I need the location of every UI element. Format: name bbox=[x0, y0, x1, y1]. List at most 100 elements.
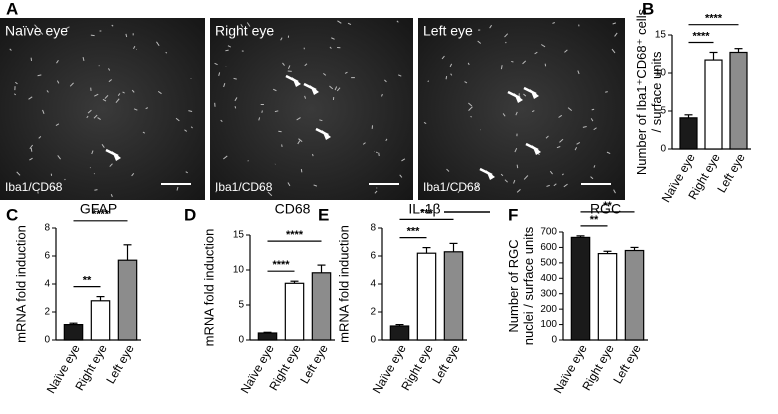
cell-speck bbox=[215, 190, 218, 193]
y-axis-label: / surface units bbox=[649, 51, 664, 132]
cell-speck bbox=[156, 41, 160, 47]
cell-speck bbox=[122, 91, 125, 94]
cell-speck bbox=[125, 33, 128, 38]
y-tick-label: 15 bbox=[655, 30, 667, 41]
cell-speck bbox=[218, 72, 221, 77]
arrow-head bbox=[530, 89, 539, 99]
cell-speck bbox=[13, 93, 17, 96]
cell-speck bbox=[576, 142, 581, 145]
micrograph bbox=[210, 18, 413, 200]
cell-speck bbox=[552, 22, 556, 24]
cell-speck bbox=[184, 129, 188, 132]
cell-speck bbox=[502, 113, 506, 117]
cell-speck bbox=[523, 93, 527, 97]
cell-speck bbox=[247, 160, 249, 162]
cell-speck bbox=[336, 87, 341, 92]
y-tick-label: 6 bbox=[370, 251, 376, 262]
panel-letter: A bbox=[6, 0, 18, 18]
bar bbox=[63, 324, 84, 341]
cell-speck bbox=[401, 158, 406, 162]
bar bbox=[704, 59, 723, 150]
cell-speck bbox=[396, 20, 399, 23]
bar bbox=[284, 282, 305, 341]
cell-speck bbox=[319, 119, 323, 122]
cell-speck bbox=[384, 79, 387, 83]
y-tick-label: 6 bbox=[44, 251, 50, 262]
y-tick-label: 0 bbox=[370, 335, 376, 346]
sig-label: **** bbox=[272, 259, 290, 271]
cell-speck bbox=[56, 59, 59, 64]
cell-speck bbox=[131, 172, 135, 177]
cell-speck bbox=[142, 131, 146, 134]
bar bbox=[597, 253, 618, 341]
y-axis-label: mRNA fold induction bbox=[336, 225, 351, 343]
y-tick-label: 4 bbox=[44, 279, 50, 290]
cell-speck bbox=[334, 86, 338, 91]
cell-speck bbox=[445, 75, 448, 80]
cell-speck bbox=[298, 138, 303, 143]
cell-speck bbox=[606, 151, 611, 155]
cell-speck bbox=[468, 102, 473, 107]
cell-speck bbox=[133, 108, 138, 111]
cell-speck bbox=[549, 170, 553, 175]
cell-speck bbox=[612, 22, 617, 25]
image-stain: Iba1/CD68 bbox=[423, 180, 481, 194]
panel-letter: B bbox=[642, 0, 654, 18]
cell-speck bbox=[540, 44, 546, 48]
cell-speck bbox=[505, 41, 507, 44]
cell-speck bbox=[28, 96, 33, 100]
cell-speck bbox=[223, 155, 228, 160]
bar bbox=[90, 300, 111, 341]
cell-speck bbox=[108, 79, 112, 83]
arrow-head bbox=[322, 130, 331, 140]
cell-speck bbox=[385, 138, 388, 142]
cell-speck bbox=[577, 70, 580, 75]
bar bbox=[624, 249, 645, 341]
cell-speck bbox=[185, 171, 188, 174]
bar bbox=[416, 252, 437, 341]
cell-speck bbox=[399, 174, 403, 178]
y-tick-label: 400 bbox=[540, 273, 557, 284]
cell-speck bbox=[614, 32, 618, 37]
cell-speck bbox=[337, 20, 342, 24]
cell-speck bbox=[500, 173, 504, 177]
y-tick-label: 100 bbox=[540, 319, 557, 330]
cell-speck bbox=[55, 123, 60, 126]
cell-speck bbox=[296, 117, 301, 121]
cell-speck bbox=[593, 165, 596, 168]
cell-speck bbox=[86, 115, 89, 119]
micrograph bbox=[418, 18, 625, 200]
cell-speck bbox=[362, 142, 366, 145]
cell-speck bbox=[37, 74, 42, 77]
y-axis-label: nuclei / surface units bbox=[521, 226, 536, 345]
y-tick-label: 0 bbox=[44, 335, 50, 346]
chart-title: RGC bbox=[590, 201, 621, 217]
y-tick-label: 10 bbox=[233, 265, 245, 276]
micrograph bbox=[0, 18, 205, 200]
bar bbox=[570, 236, 591, 341]
cell-speck bbox=[65, 26, 70, 30]
cell-speck bbox=[157, 90, 162, 95]
cell-speck bbox=[534, 51, 538, 55]
cell-speck bbox=[593, 127, 597, 131]
cell-speck bbox=[500, 65, 503, 70]
cell-speck bbox=[240, 23, 244, 28]
cell-speck bbox=[133, 45, 136, 50]
cell-speck bbox=[546, 184, 550, 187]
cell-speck bbox=[522, 60, 527, 65]
cell-speck bbox=[311, 153, 314, 157]
cell-speck bbox=[101, 143, 105, 148]
cell-speck bbox=[514, 147, 518, 153]
cell-speck bbox=[64, 178, 66, 181]
arrow-head bbox=[112, 151, 121, 161]
cell-speck bbox=[449, 63, 453, 68]
sig-label: **** bbox=[705, 13, 723, 25]
sig-label: ** bbox=[590, 214, 599, 226]
cell-speck bbox=[504, 179, 508, 183]
cell-speck bbox=[561, 173, 564, 176]
y-tick-label: 5 bbox=[660, 106, 666, 117]
cell-speck bbox=[30, 147, 33, 152]
cell-speck bbox=[558, 114, 563, 118]
cell-speck bbox=[280, 37, 283, 41]
cell-speck bbox=[272, 88, 277, 92]
